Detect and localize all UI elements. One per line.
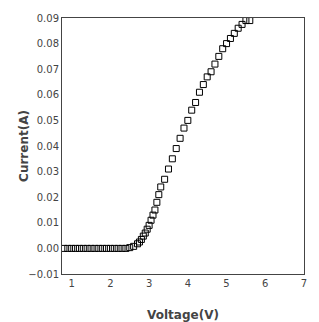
svg-text:1: 1: [68, 278, 74, 289]
svg-text:4: 4: [185, 278, 191, 289]
svg-text:2: 2: [107, 278, 113, 289]
svg-text:5: 5: [223, 278, 229, 289]
svg-text:7: 7: [301, 278, 307, 289]
svg-text:0.09: 0.09: [37, 13, 59, 24]
svg-text:0.01: 0.01: [37, 217, 59, 228]
svg-text:Current(A): Current(A): [17, 110, 31, 182]
svg-text:0.06: 0.06: [37, 89, 59, 100]
svg-text:3: 3: [146, 278, 152, 289]
svg-text:0.07: 0.07: [37, 64, 59, 75]
svg-text:Voltage(V): Voltage(V): [147, 308, 219, 322]
svg-text:0.00: 0.00: [37, 243, 59, 254]
svg-text:−0.01: −0.01: [28, 269, 59, 280]
svg-text:6: 6: [262, 278, 268, 289]
svg-text:0.03: 0.03: [37, 166, 59, 177]
svg-text:0.04: 0.04: [37, 141, 59, 152]
svg-text:0.05: 0.05: [37, 115, 59, 126]
svg-text:0.08: 0.08: [37, 38, 59, 49]
svg-text:0.02: 0.02: [37, 192, 59, 203]
